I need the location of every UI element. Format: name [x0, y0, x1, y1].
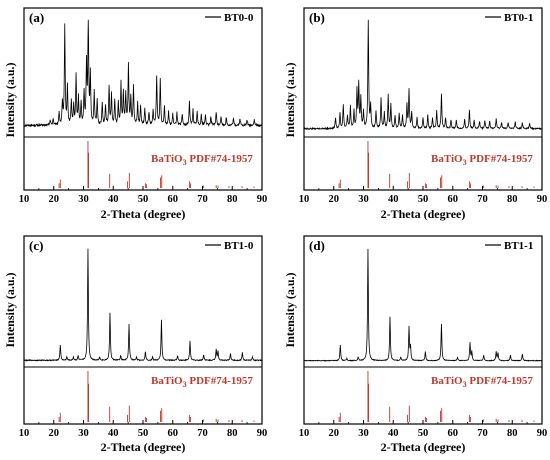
- panel-d: (d) BT1-1 BaTiO3 PDF#74-1957 Intensity (…: [283, 235, 548, 454]
- x-tick-label: 70: [197, 428, 208, 439]
- panel-b-legend-text: BT0-1: [504, 12, 533, 24]
- panel-a-legend-text: BT0-0: [224, 12, 254, 24]
- xrd-pattern-line: [303, 248, 543, 362]
- panel-d-frame: [303, 235, 543, 425]
- panel-c-ylabel: Intensity (a.u.): [3, 272, 17, 347]
- panel-a-reference-label: BaTiO3 PDF#74-1957: [151, 153, 253, 167]
- x-tick-label: 80: [227, 194, 238, 205]
- x-tick-label: 60: [448, 194, 459, 205]
- panel-c: (c) BT1-0 BaTiO3 PDF#74-1957 Intensity (…: [3, 235, 268, 454]
- x-tick-label: 70: [197, 194, 208, 205]
- x-tick-label: 60: [448, 428, 459, 439]
- x-tick-label: 20: [329, 428, 340, 439]
- x-tick-label: 40: [388, 428, 399, 439]
- x-tick-label: 50: [418, 194, 429, 205]
- x-tick-label: 90: [257, 428, 268, 439]
- x-tick-label: 10: [19, 194, 30, 205]
- x-tick-label: 60: [168, 194, 179, 205]
- x-tick-label: 20: [49, 428, 60, 439]
- panel-a-label: (a): [29, 10, 44, 25]
- x-tick-label: 50: [138, 194, 149, 205]
- x-tick-label: 80: [227, 428, 238, 439]
- x-tick-label: 80: [507, 194, 518, 205]
- x-tick-label: 30: [78, 428, 89, 439]
- xrd-pattern-line: [303, 19, 543, 131]
- panel-c-legend-text: BT1-0: [224, 240, 254, 252]
- panel-c-reference-label: BaTiO3 PDF#74-1957: [151, 375, 253, 389]
- panel-a-ylabel: Intensity (a.u.): [3, 62, 17, 137]
- x-tick-label: 10: [299, 428, 310, 439]
- x-tick-label: 90: [537, 194, 548, 205]
- xrd-pattern-line: [23, 248, 263, 362]
- panel-a-xlabel: 2-Theta (degree): [101, 207, 186, 221]
- x-tick-label: 60: [168, 428, 179, 439]
- panel-c-frame: [23, 235, 263, 425]
- panel-d-xlabel: 2-Theta (degree): [381, 440, 466, 454]
- xrd-pattern-line: [23, 19, 263, 128]
- x-tick-label: 10: [19, 428, 30, 439]
- x-tick-label: 40: [388, 194, 399, 205]
- panel-d-ylabel: Intensity (a.u.): [283, 272, 297, 347]
- x-tick-label: 10: [299, 194, 310, 205]
- panel-b-label: (b): [309, 10, 325, 25]
- panel-d-label: (d): [309, 238, 325, 253]
- x-tick-label: 20: [329, 194, 340, 205]
- x-tick-label: 40: [108, 194, 119, 205]
- x-tick-label: 80: [507, 428, 518, 439]
- x-tick-label: 30: [358, 194, 369, 205]
- x-tick-label: 50: [418, 428, 429, 439]
- x-tick-label: 90: [537, 428, 548, 439]
- x-tick-label: 30: [358, 428, 369, 439]
- panel-b-reference-label: BaTiO3 PDF#74-1957: [431, 153, 533, 167]
- x-tick-label: 50: [138, 428, 149, 439]
- panel-c-xlabel: 2-Theta (degree): [101, 440, 186, 454]
- x-tick-label: 40: [108, 428, 119, 439]
- panel-b-ylabel: Intensity (a.u.): [283, 62, 297, 137]
- x-tick-label: 90: [257, 194, 268, 205]
- x-tick-label: 70: [477, 194, 488, 205]
- panel-c-label: (c): [29, 238, 43, 253]
- panel-b-xlabel: 2-Theta (degree): [381, 207, 466, 221]
- panel-d-legend-text: BT1-1: [504, 240, 533, 252]
- panel-a: (a) BT0-0 BaTiO3 PDF#74-1957 Intensity (…: [3, 7, 268, 221]
- panel-d-reference-label: BaTiO3 PDF#74-1957: [431, 375, 533, 389]
- x-tick-label: 30: [78, 194, 89, 205]
- x-tick-label: 70: [477, 428, 488, 439]
- x-tick-label: 20: [49, 194, 60, 205]
- panel-b: (b) BT0-1 BaTiO3 PDF#74-1957 Intensity (…: [283, 7, 548, 221]
